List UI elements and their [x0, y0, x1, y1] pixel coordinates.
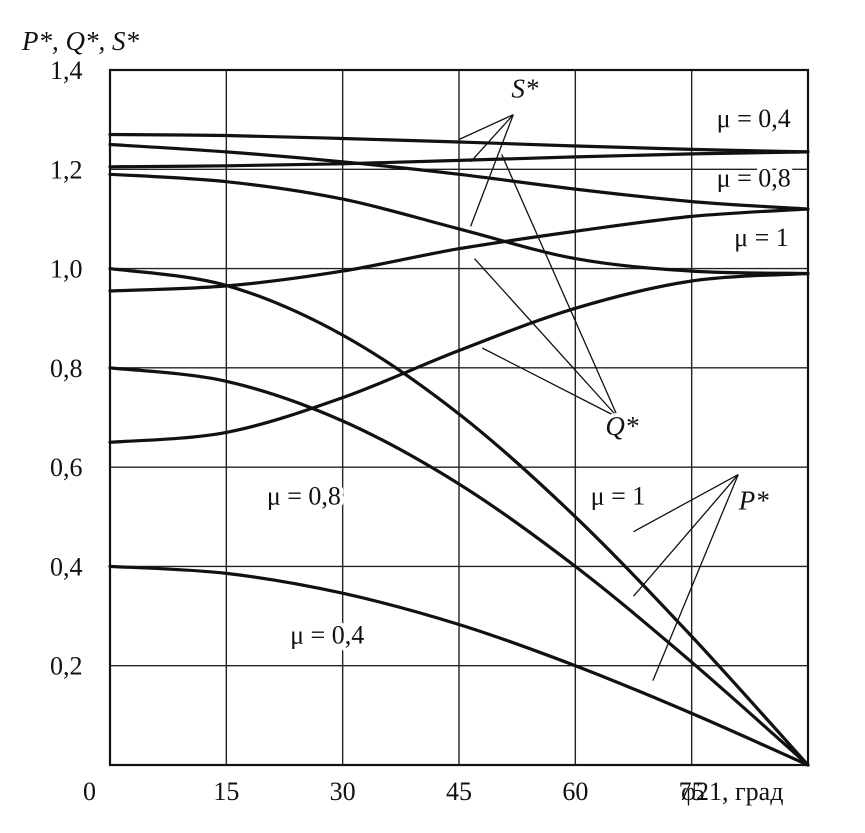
- mu-label: μ = 1: [591, 481, 646, 510]
- x-tick-label: 75: [679, 777, 705, 806]
- y-tick-label: 1,4: [50, 56, 83, 85]
- leader-line: [633, 474, 739, 533]
- leader-lines: [458, 114, 739, 681]
- series-line-6: [108, 267, 810, 767]
- family-label: P*: [738, 485, 769, 515]
- curves: [108, 132, 810, 767]
- leader-line: [633, 474, 739, 597]
- y-axis-label: P*, Q*, S*: [21, 26, 139, 56]
- series-line-7: [108, 366, 810, 767]
- leader-line: [470, 114, 514, 163]
- series-line-1: [108, 142, 810, 211]
- x-tick-label: 0: [83, 777, 96, 806]
- x-tick-label: 30: [330, 777, 356, 806]
- plot-frame: [108, 68, 810, 767]
- leader-line: [481, 347, 619, 419]
- x-axis-label: φ21, град: [681, 777, 783, 806]
- leader-line: [652, 474, 739, 681]
- series-line-5: [108, 271, 810, 444]
- annotations: S* Q* P* μ = 0,4 μ = 0,8 μ = 1 μ = 0,8 μ = 1 μ =…: [263, 69, 795, 653]
- y-tick-label: 0,8: [50, 354, 83, 383]
- leader-line: [474, 258, 619, 418]
- leader-line: [501, 154, 619, 418]
- series-line-8: [108, 564, 810, 767]
- grid: [108, 68, 810, 767]
- series-line-0: [108, 132, 810, 154]
- y-tick-label: 0,4: [50, 552, 83, 581]
- leader-line: [458, 114, 514, 141]
- y-tick-label: 0,2: [50, 652, 83, 681]
- mu-label: μ = 0,8: [267, 481, 341, 510]
- y-tick-label: 1,2: [50, 155, 83, 184]
- leader-line: [470, 114, 514, 227]
- family-label: Q*: [605, 411, 638, 441]
- mu-label: μ = 0,4: [290, 620, 364, 649]
- family-label: S*: [511, 73, 539, 103]
- series-line-3: [108, 150, 810, 169]
- series-line-2: [108, 172, 810, 276]
- x-tick-label: 60: [562, 777, 588, 806]
- tick-labels: 0,2 0,4 0,6 0,8 1,0 1,2 1,4 0 15 30 45 60 75: [50, 56, 705, 806]
- mu-label: μ = 0,8: [717, 164, 791, 193]
- x-tick-label: 45: [446, 777, 472, 806]
- x-tick-label: 15: [213, 777, 239, 806]
- y-tick-label: 0,6: [50, 453, 83, 482]
- mu-label: μ = 0,4: [717, 104, 791, 133]
- mu-label: μ = 1: [734, 223, 789, 252]
- y-tick-label: 1,0: [50, 255, 83, 284]
